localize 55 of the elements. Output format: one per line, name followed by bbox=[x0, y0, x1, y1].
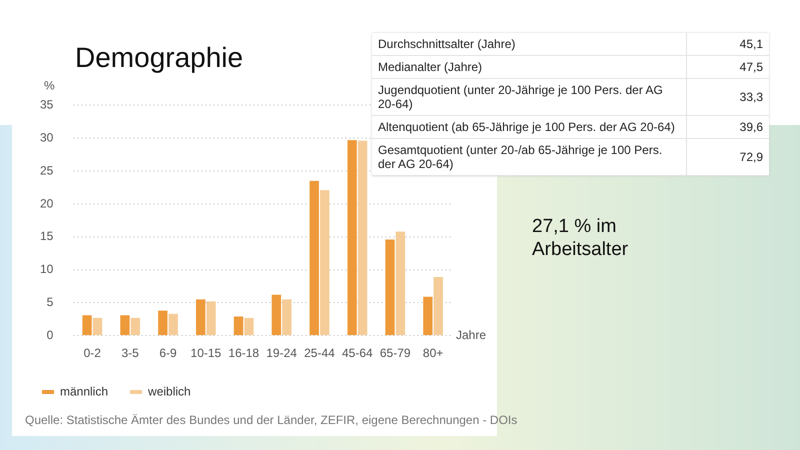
bar bbox=[347, 140, 357, 336]
bar bbox=[423, 296, 433, 336]
y-tick-label: 35 bbox=[40, 98, 54, 112]
x-tick-label: 80+ bbox=[422, 346, 444, 360]
x-tick-label: 25-44 bbox=[304, 346, 336, 360]
bar bbox=[158, 310, 168, 336]
y-tick-label: 15 bbox=[40, 229, 54, 244]
bar bbox=[320, 190, 330, 336]
bar bbox=[358, 140, 368, 336]
x-tick-label: 6-9 bbox=[159, 346, 178, 360]
bar bbox=[206, 301, 216, 336]
annotation: Gesamtquotient (unter 20-/ab 65-Jährige je 100 Pers. der AG 20-64) bbox=[372, 138, 686, 176]
bar bbox=[92, 318, 102, 336]
text: 47,5 bbox=[686, 56, 769, 78]
legend-label: weiblich bbox=[147, 384, 191, 398]
bar bbox=[82, 315, 92, 336]
text: Durchschnittsalter (Jahre) bbox=[372, 33, 686, 56]
text: 45,1 bbox=[686, 33, 769, 56]
y-tick-label: 0 bbox=[46, 328, 54, 342]
bar bbox=[282, 299, 292, 336]
text: Medianalter (Jahre) bbox=[372, 56, 686, 78]
x-tick-label: 16-18 bbox=[228, 346, 260, 360]
text: 39,6 bbox=[686, 116, 769, 138]
bar bbox=[310, 180, 319, 336]
x-tick-label: 10-15 bbox=[190, 346, 222, 360]
bar bbox=[168, 314, 178, 336]
bar bbox=[272, 294, 282, 336]
legend-label: männlich bbox=[60, 384, 108, 398]
chart-title: Demographie bbox=[75, 42, 244, 74]
annotation: Altenquotient (ab 65-Jährige je 100 Pers. der AG 20-64) bbox=[372, 116, 686, 138]
bar bbox=[120, 315, 130, 336]
text: 72,9 bbox=[686, 138, 769, 176]
y-axis-title: % bbox=[44, 78, 56, 92]
x-tick-label: 65-79 bbox=[380, 346, 411, 360]
y-tick-label: 10 bbox=[40, 262, 54, 276]
text: 27,1 % im Arbeitsalter bbox=[532, 215, 630, 261]
x-tick-label: 0-2 bbox=[84, 346, 102, 360]
bar bbox=[244, 318, 254, 336]
x-tick-label: 19-24 bbox=[266, 346, 298, 360]
y-tick-label: 30 bbox=[40, 130, 54, 144]
bar bbox=[196, 299, 206, 336]
y-tick-label: 5 bbox=[46, 295, 54, 309]
y-tick-label: 25 bbox=[40, 163, 54, 178]
x-tick-label: 45-64 bbox=[342, 346, 374, 360]
x-tick-label: 3-5 bbox=[121, 346, 140, 360]
source-note: Quelle: Statistische Ämter des Bundes und der Länder, ZEFIR, eigene Berechnungen - DOIs bbox=[25, 413, 518, 427]
annotation: Jugendquotient (unter 20-Jährige je 100 Pers. der AG 20-64) bbox=[372, 78, 686, 116]
bar bbox=[434, 277, 443, 336]
text: 33,3 bbox=[686, 78, 769, 116]
bar bbox=[234, 316, 244, 336]
y-tick-label: 20 bbox=[40, 196, 54, 210]
x-axis-title: Jahre bbox=[456, 328, 486, 342]
bar bbox=[130, 318, 140, 336]
bar bbox=[396, 232, 406, 336]
bar bbox=[385, 239, 395, 336]
